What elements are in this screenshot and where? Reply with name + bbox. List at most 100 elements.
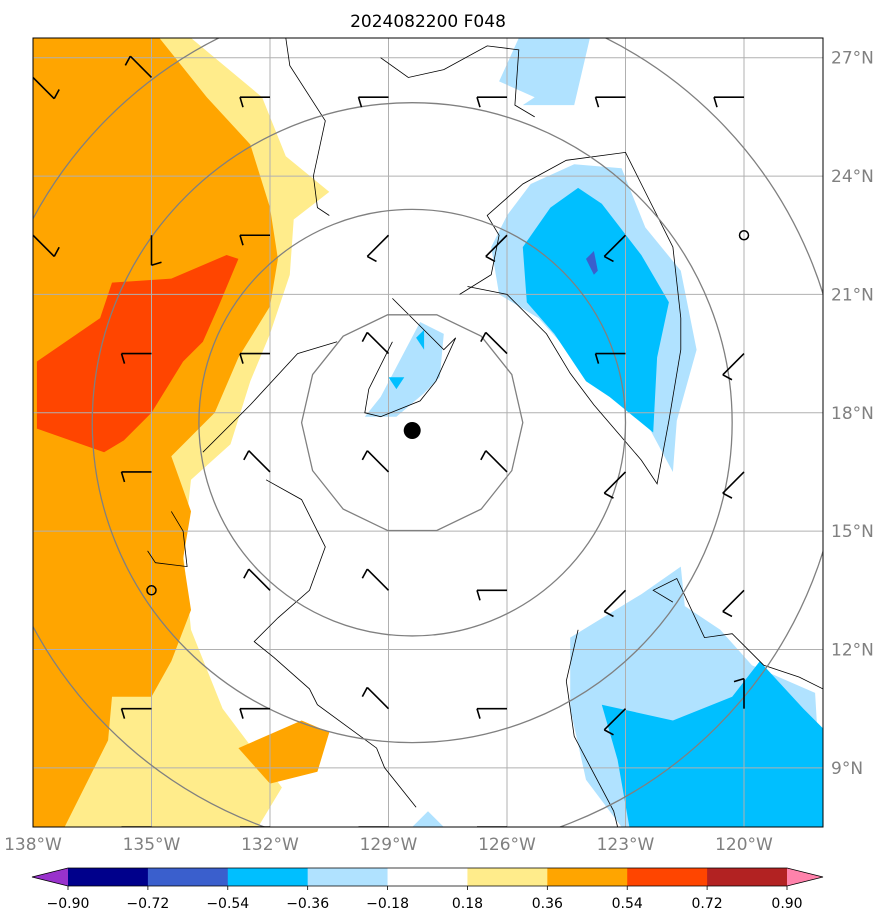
wind-barb-staff [33,76,55,100]
colorbar-segment [227,868,309,886]
wind-barb-feather [239,96,244,108]
wind-barb [485,234,508,263]
wind-barb-feather [733,677,745,683]
colorbar-segment [387,868,468,886]
wind-barb-staff [33,590,34,592]
colorbar-tick-label: −0.54 [206,896,249,912]
wind-barb [33,234,60,258]
wind-barb-feather [476,96,481,108]
colorbar-tick-label: 0.18 [452,896,483,912]
wind-barb [361,686,390,710]
wind-barb-staff [366,450,390,473]
wind-barb-feather [476,590,481,601]
contour-region [33,38,278,827]
colorbar-segment [547,868,628,886]
wind-barb-feather [603,729,614,736]
wind-barb [480,450,508,473]
lat-lon-grid [33,38,823,827]
coastline [202,341,338,453]
wind-barb [12,590,34,617]
contour-region [586,251,598,275]
coastline [652,577,823,690]
colorbar-tick-label: 0.90 [771,896,802,912]
wind-barb [722,353,745,381]
colorbar-segment [147,868,229,886]
wind-barb-staff [603,234,627,258]
range-ring [91,102,733,744]
colorbar-tick-label: −0.18 [366,896,409,912]
wind-barb [3,472,33,482]
wind-barb [722,589,745,618]
wind-barb-feather [361,568,368,579]
wind-barb-staff [129,55,153,79]
wind-barb-staff [366,331,390,355]
wind-barb-feather [239,708,244,719]
wind-barb-feather [120,353,126,364]
range-ring [198,208,627,637]
wind-barb [3,354,33,364]
wind-barb [239,234,270,246]
wind-barb-feather [594,353,600,364]
wind-barb [120,471,152,483]
wind-barb-staff [248,450,271,473]
wind-barb [357,96,389,108]
wind-barb-feather [476,708,481,719]
y-tick-label: 12°N [831,640,874,660]
colorbar-tick-label: −0.72 [126,896,169,912]
wind-barb-calm [146,585,157,596]
wind-barbs [3,55,750,827]
chart-title: 2024082200 F048 [350,12,506,32]
wind-barb-feather [120,708,126,719]
x-tick-label: 123°W [597,835,655,855]
wind-barb [366,234,390,263]
wind-barb [476,96,507,108]
wind-barb-feather [361,450,368,461]
colorbar-tick-label: −0.90 [47,896,90,912]
wind-barb [33,76,60,100]
wind-barb-feather [3,354,6,364]
wind-barb-feather [722,492,733,499]
coastlines [147,38,823,827]
wind-barb-feather [124,55,131,66]
wind-barb [3,709,33,719]
wind-barb-feather [357,96,363,108]
wind-barb-feather [53,246,60,257]
wind-barb-feather [53,89,60,100]
wind-barb-feather [361,332,368,342]
range-rings [33,38,823,827]
wind-barb-feather [480,332,487,342]
wind-barb-staff [485,331,508,355]
wind-barb [120,352,152,364]
storm-center-marker [403,422,421,440]
wind-barb-feather [239,235,244,246]
wind-barb [713,96,744,108]
map-frame [32,37,824,828]
wind-barb [239,707,270,719]
wind-barb [480,331,508,355]
wind-barb-staff [248,568,271,591]
wind-barb-feather [722,374,733,381]
wind-barb-feather [594,96,600,108]
wind-barb [603,471,627,499]
coastline [565,629,618,827]
wind-barb [243,450,271,473]
wind-barb-feather [12,612,21,617]
y-tick-label: 9°N [831,759,863,779]
wind-barb-staff [485,450,508,473]
wind-barb [603,234,627,263]
wind-barb-staff [722,353,745,376]
wind-barb-feather [120,471,126,483]
wind-barb [243,568,271,591]
wind-barb-staff [485,234,508,258]
colorbar-segment [68,868,149,886]
wind-barb [239,96,270,108]
coastline [285,38,330,216]
wind-barb-staff [366,234,390,258]
wind-barb [722,471,745,499]
colorbar-tick-label: 0.36 [532,896,563,912]
wind-barb-calm [738,230,750,241]
wind-barb-feather [151,261,162,267]
wind-barb-feather [480,450,487,461]
wind-barb-feather [603,255,614,263]
wind-barb-feather [3,472,6,482]
